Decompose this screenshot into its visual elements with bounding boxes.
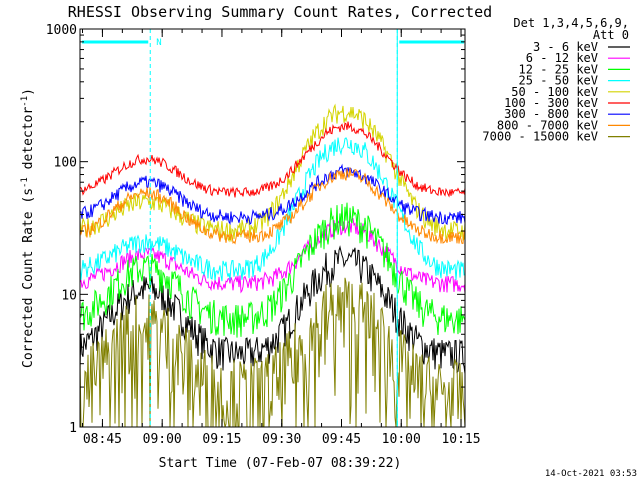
legend-label-3: 25 - 50 keV	[519, 74, 598, 88]
series-line-2	[79, 202, 466, 338]
legend-label-8: 7000 - 15000 keV	[482, 130, 598, 144]
legend-header-line2: Att 0	[593, 28, 629, 42]
legend-label-1: 6 - 12 keV	[526, 51, 598, 65]
series-line-0	[79, 245, 466, 374]
plot-frame	[79, 28, 466, 428]
y-axis-label: Corrected Count Rate (s-1 detector-1)	[20, 88, 36, 368]
series-line-4	[79, 103, 466, 243]
series-line-6	[79, 163, 466, 226]
x-tick-label-5: 10:00	[382, 432, 421, 447]
series-line-5	[79, 121, 466, 198]
marker-layer: N	[82, 29, 464, 427]
y-tick-label-3: 1000	[46, 23, 77, 38]
legend-label-0: 3 - 6 keV	[533, 40, 598, 54]
legend-label-4: 50 - 100 keV	[511, 85, 598, 99]
legend-label-7: 800 - 7000 keV	[497, 118, 598, 132]
y-axis-label-main: Corrected Count Rate (s	[21, 188, 36, 368]
legend-label-2: 12 - 25 keV	[519, 62, 598, 76]
x-tick-label-0: 08:45	[83, 432, 122, 447]
x-axis-label: Start Time (07-Feb-07 08:39:22)	[159, 456, 402, 471]
series-line-1	[79, 217, 466, 294]
flag-label: N	[156, 38, 161, 48]
y-axis-label-mid: detector	[21, 107, 36, 178]
timestamp: 14-Oct-2021 03:53	[545, 469, 637, 479]
x-tick-label-2: 09:15	[202, 432, 241, 447]
series-line-7	[79, 167, 466, 245]
legend-label-5: 100 - 300 keV	[504, 96, 598, 110]
x-tick-label-3: 09:30	[262, 432, 301, 447]
y-tick-label-0: 1	[69, 421, 77, 436]
x-tick-label-4: 09:45	[322, 432, 361, 447]
y-tick-label-2: 100	[54, 156, 77, 171]
legend-header-line1: Det 1,3,4,5,6,9,	[513, 16, 629, 30]
y-axis-label-sup2: -1	[20, 96, 30, 107]
series-line-3	[79, 137, 466, 282]
x-tick-label-6: 10:15	[441, 432, 480, 447]
x-tick-label-1: 09:00	[143, 432, 182, 447]
series-layer	[79, 103, 466, 428]
y-axis-label-sup1: -1	[20, 177, 30, 188]
chart-title: RHESSI Observing Summary Count Rates, Co…	[68, 3, 492, 21]
y-axis-label-end: )	[21, 88, 36, 96]
series-line-8	[79, 277, 466, 428]
y-tick-label-1: 10	[61, 288, 77, 303]
axis-layer: 08:45 09:00 09:15 09:30 09:45 10:00 10:15 1 10 10…	[46, 23, 481, 447]
legend-label-6: 300 - 800 keV	[504, 107, 598, 121]
